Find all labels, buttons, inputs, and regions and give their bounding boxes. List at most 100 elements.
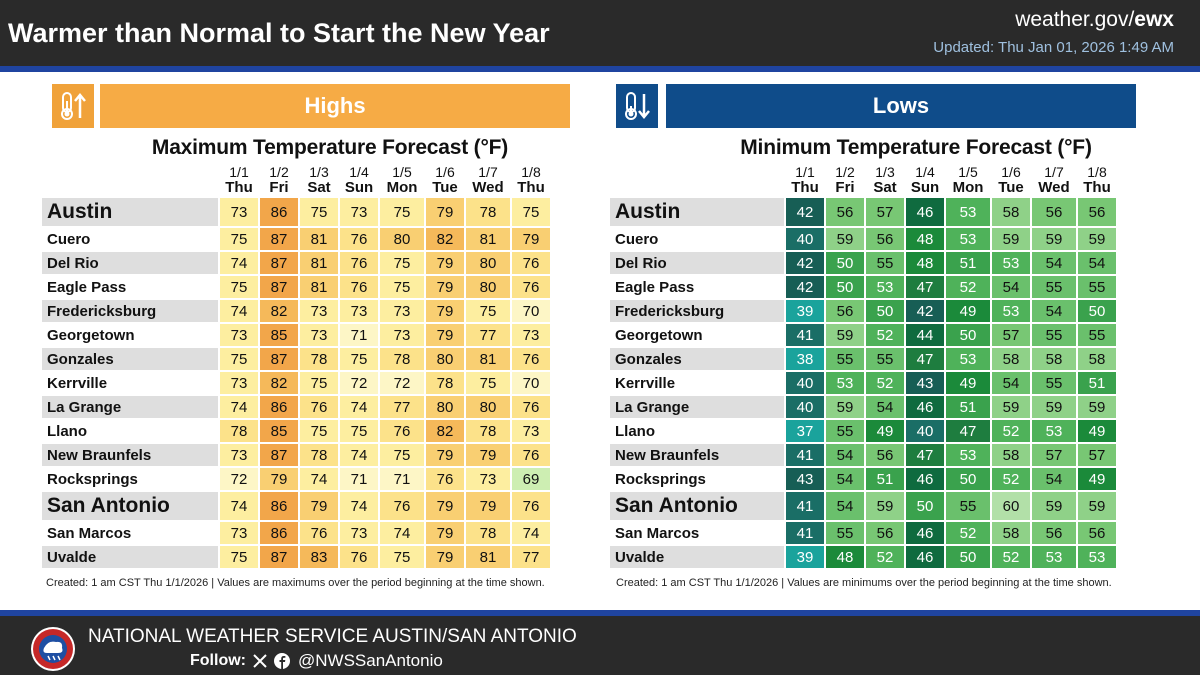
temperature-cell: 83 bbox=[300, 546, 338, 568]
temperature-cell: 49 bbox=[866, 420, 904, 442]
highs-table-title: Maximum Temperature Forecast (°F) bbox=[151, 136, 509, 159]
temperature-cell: 59 bbox=[1032, 228, 1076, 250]
temperature-cell: 72 bbox=[340, 372, 378, 394]
table-row: Rocksprings 72 79 74 71 71 76 73 69 bbox=[42, 468, 550, 490]
temperature-cell: 71 bbox=[380, 468, 424, 490]
city-name: Eagle Pass bbox=[42, 276, 218, 298]
city-name: Fredericksburg bbox=[610, 300, 784, 322]
temperature-cell: 55 bbox=[826, 420, 864, 442]
temperature-cell: 79 bbox=[466, 444, 510, 466]
temperature-cell: 41 bbox=[786, 492, 824, 520]
city-name: Austin bbox=[42, 198, 218, 226]
temperature-cell: 73 bbox=[220, 372, 258, 394]
temperature-cell: 71 bbox=[340, 468, 378, 490]
column-day: Mon bbox=[952, 179, 984, 196]
temperature-cell: 58 bbox=[992, 444, 1030, 466]
column-day: Thu bbox=[225, 179, 253, 196]
temperature-cell: 82 bbox=[260, 372, 298, 394]
temperature-cell: 58 bbox=[1032, 348, 1076, 370]
temperature-cell: 75 bbox=[220, 546, 258, 568]
temperature-cell: 56 bbox=[866, 522, 904, 544]
temperature-cell: 79 bbox=[426, 492, 464, 520]
header-bar: Warmer than Normal to Start the New Year… bbox=[0, 0, 1200, 66]
temperature-cell: 72 bbox=[380, 372, 424, 394]
column-date: 1/4 bbox=[915, 164, 935, 180]
temperature-cell: 47 bbox=[946, 420, 990, 442]
column-day: Sat bbox=[873, 179, 897, 196]
table-row: Rocksprings 43 54 51 46 50 52 54 49 bbox=[610, 468, 1116, 490]
column-day: Wed bbox=[472, 179, 504, 196]
facebook-icon[interactable] bbox=[273, 653, 290, 669]
city-name: La Grange bbox=[610, 396, 784, 418]
temperature-cell: 79 bbox=[426, 522, 464, 544]
temperature-cell: 71 bbox=[340, 324, 378, 346]
table-row: Georgetown 41 59 52 44 50 57 55 55 bbox=[610, 324, 1116, 346]
city-name: Llano bbox=[42, 420, 218, 442]
temperature-cell: 74 bbox=[220, 252, 258, 274]
temperature-cell: 53 bbox=[946, 228, 990, 250]
temperature-cell: 42 bbox=[786, 252, 824, 274]
column-header: 1/4 Sun bbox=[906, 164, 944, 196]
temperature-cell: 87 bbox=[260, 276, 298, 298]
column-date: 1/5 bbox=[958, 164, 978, 180]
temperature-cell: 38 bbox=[786, 348, 824, 370]
table-row: New Braunfels 41 54 56 47 53 58 57 57 bbox=[610, 444, 1116, 466]
social-handle[interactable]: @NWSSanAntonio bbox=[297, 651, 443, 670]
city-name: New Braunfels bbox=[42, 444, 218, 466]
page-title: Warmer than Normal to Start the New Year bbox=[8, 18, 550, 48]
city-name: Rocksprings bbox=[610, 468, 784, 490]
temperature-cell: 78 bbox=[466, 420, 510, 442]
temperature-cell: 52 bbox=[946, 276, 990, 298]
temperature-cell: 79 bbox=[512, 228, 550, 250]
temperature-cell: 52 bbox=[866, 546, 904, 568]
temperature-cell: 75 bbox=[220, 348, 258, 370]
site-link[interactable]: weather.gov/ewx bbox=[1015, 8, 1174, 32]
temperature-cell: 79 bbox=[426, 546, 464, 568]
city-name: Georgetown bbox=[610, 324, 784, 346]
temperature-cell: 52 bbox=[992, 468, 1030, 490]
temperature-cell: 49 bbox=[1078, 468, 1116, 490]
temperature-cell: 69 bbox=[512, 468, 550, 490]
temperature-cell: 78 bbox=[426, 372, 464, 394]
temperature-cell: 58 bbox=[1078, 348, 1116, 370]
temperature-cell: 40 bbox=[786, 396, 824, 418]
x-icon[interactable] bbox=[252, 653, 268, 669]
temperature-cell: 82 bbox=[426, 420, 464, 442]
temperature-cell: 73 bbox=[512, 420, 550, 442]
corner-cell bbox=[610, 164, 784, 196]
temperature-cell: 54 bbox=[826, 444, 864, 466]
table-row: Cuero 75 87 81 76 80 82 81 79 bbox=[42, 228, 550, 250]
table-row: Austin 42 56 57 46 53 58 56 56 bbox=[610, 198, 1116, 226]
temperature-cell: 75 bbox=[300, 372, 338, 394]
column-header: 1/8 Thu bbox=[1078, 164, 1116, 196]
column-date: 1/7 bbox=[1044, 164, 1064, 180]
temperature-cell: 55 bbox=[1032, 324, 1076, 346]
temperature-cell: 74 bbox=[340, 396, 378, 418]
temperature-cell: 75 bbox=[512, 198, 550, 226]
temperature-cell: 49 bbox=[1078, 420, 1116, 442]
temperature-cell: 58 bbox=[992, 198, 1030, 226]
temperature-cell: 76 bbox=[300, 396, 338, 418]
temperature-cell: 41 bbox=[786, 324, 824, 346]
temperature-cell: 58 bbox=[992, 348, 1030, 370]
header-stripe bbox=[0, 66, 1200, 72]
temperature-cell: 52 bbox=[946, 522, 990, 544]
temperature-cell: 57 bbox=[866, 198, 904, 226]
temperature-cell: 48 bbox=[906, 252, 944, 274]
city-name: Gonzales bbox=[610, 348, 784, 370]
city-name: Georgetown bbox=[42, 324, 218, 346]
temperature-cell: 52 bbox=[992, 420, 1030, 442]
temperature-cell: 80 bbox=[466, 276, 510, 298]
table-row: Eagle Pass 42 50 53 47 52 54 55 55 bbox=[610, 276, 1116, 298]
temperature-cell: 73 bbox=[220, 444, 258, 466]
table-row: San Antonio 41 54 59 50 55 60 59 59 bbox=[610, 492, 1116, 520]
temperature-cell: 77 bbox=[466, 324, 510, 346]
temperature-cell: 54 bbox=[992, 372, 1030, 394]
temperature-cell: 73 bbox=[340, 522, 378, 544]
table-row: La Grange 74 86 76 74 77 80 80 76 bbox=[42, 396, 550, 418]
temperature-cell: 55 bbox=[946, 492, 990, 520]
temperature-cell: 55 bbox=[866, 252, 904, 274]
temperature-cell: 49 bbox=[946, 372, 990, 394]
table-row: Del Rio 42 50 55 48 51 53 54 54 bbox=[610, 252, 1116, 274]
temperature-cell: 73 bbox=[300, 300, 338, 322]
